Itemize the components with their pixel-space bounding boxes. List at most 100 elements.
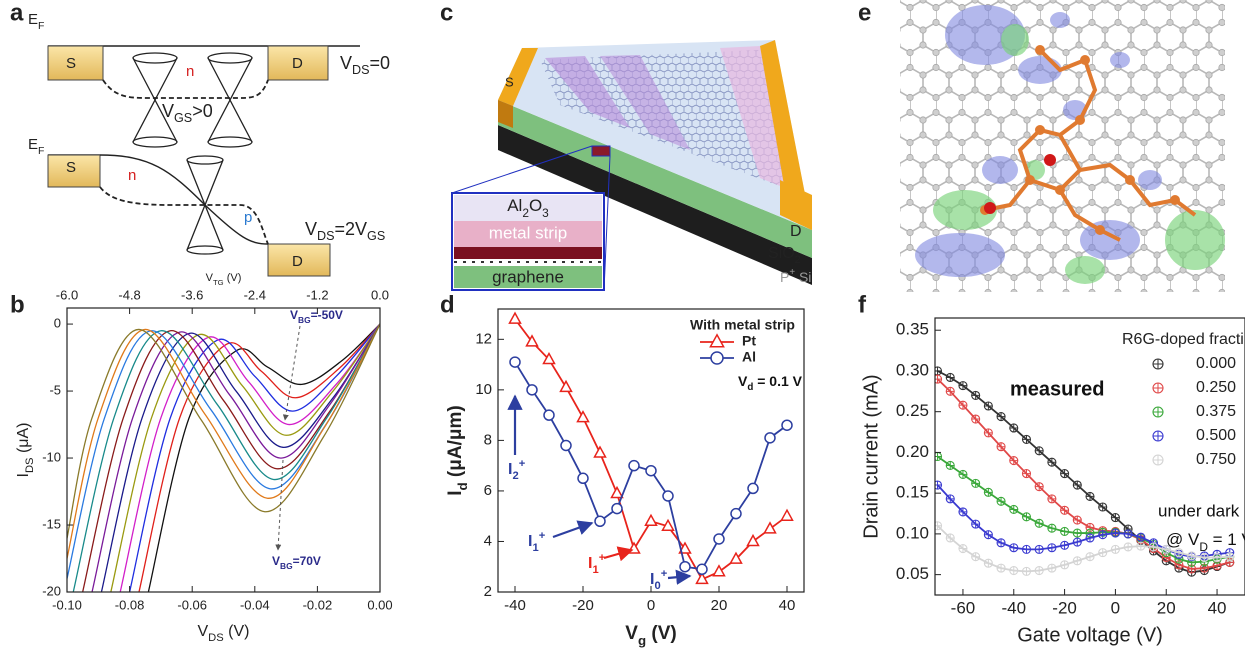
annotation: I1+ xyxy=(588,552,606,576)
data-point xyxy=(1175,549,1183,557)
data-point xyxy=(972,479,980,487)
legend-label: Al xyxy=(742,349,756,365)
x-tick-label: -0.02 xyxy=(303,597,333,612)
data-point xyxy=(680,562,690,572)
annotation: I2+ xyxy=(508,458,526,482)
data-point xyxy=(1111,545,1119,553)
text-part: DS xyxy=(208,632,224,644)
legend-marker xyxy=(1153,383,1163,393)
marker-shape xyxy=(714,534,724,544)
y-tick-label: 0 xyxy=(54,316,61,331)
x-tick-label: -60 xyxy=(951,598,976,617)
region-label: n xyxy=(128,167,136,184)
x2-tick-label: -4.8 xyxy=(118,287,140,302)
annotation: I1+ xyxy=(528,530,546,554)
data-point xyxy=(612,487,623,497)
marker-shape xyxy=(561,381,572,391)
data-point xyxy=(714,566,725,576)
marker-shape xyxy=(646,466,656,476)
text-part: V xyxy=(162,101,174,121)
text-part: BG xyxy=(280,561,293,571)
legend-title: R6G-doped fraction: xyxy=(1122,331,1245,348)
marker-shape xyxy=(561,440,571,450)
x-tick-label: -0.10 xyxy=(52,597,82,612)
text-part: E xyxy=(28,136,38,153)
x2-tick-label: -6.0 xyxy=(56,287,78,302)
text-part: =0 xyxy=(370,53,391,73)
data-point xyxy=(731,509,741,519)
x-tick-label: -0.06 xyxy=(177,597,207,612)
text-part: V xyxy=(198,623,209,640)
data-point xyxy=(765,523,776,533)
substrate-label: P+ Si xyxy=(780,267,811,285)
data-point xyxy=(1010,567,1018,575)
text-part: V xyxy=(340,53,352,73)
drain-label: D xyxy=(292,253,303,270)
data-point xyxy=(561,440,571,450)
annotation: measured xyxy=(1010,378,1105,400)
data-point xyxy=(510,313,521,323)
panel-label: c xyxy=(440,0,453,26)
data-point xyxy=(997,413,1005,421)
text-part: F xyxy=(38,20,44,32)
data-point xyxy=(1200,554,1208,562)
data-point xyxy=(1035,483,1043,491)
band-edge xyxy=(100,155,268,244)
oxygen-atom xyxy=(984,202,996,214)
data-point xyxy=(595,447,606,457)
data-point xyxy=(1061,527,1069,535)
inset-label: graphene xyxy=(492,267,564,286)
text-part: V xyxy=(290,308,298,322)
data-point xyxy=(646,515,657,525)
text-part: (μA/μm) xyxy=(445,405,466,482)
y-tick-label: 0.35 xyxy=(896,320,929,339)
data-point xyxy=(782,510,793,520)
data-point xyxy=(1010,424,1018,432)
data-point xyxy=(1035,447,1043,455)
text-part: =-50V xyxy=(311,308,343,322)
text-part: (V) xyxy=(224,272,242,284)
legend-label: 0.500 xyxy=(1196,427,1236,444)
text-part: + xyxy=(539,530,546,542)
text-part: O xyxy=(529,196,542,215)
x2-tick-label: -1.2 xyxy=(306,287,328,302)
text-part: 2 xyxy=(795,254,801,266)
y-axis-label: Drain current (mA) xyxy=(860,374,882,538)
y-tick-label: 2 xyxy=(484,583,492,600)
marker-shape xyxy=(714,566,725,576)
text-part: P xyxy=(780,269,789,285)
text-part: V xyxy=(305,219,317,239)
data-point xyxy=(1150,543,1158,551)
data-point xyxy=(1048,524,1056,532)
data-point xyxy=(959,470,967,478)
text-part: >0 xyxy=(192,101,213,121)
text-part: = 0.1 V xyxy=(753,373,802,389)
data-point xyxy=(946,534,954,542)
marker-shape xyxy=(765,523,776,533)
data-point xyxy=(1061,561,1069,569)
data-point xyxy=(510,357,520,367)
plot-frame xyxy=(498,309,804,592)
marker-shape xyxy=(629,461,639,471)
text-part: Al xyxy=(507,196,522,215)
data-point xyxy=(1086,492,1094,500)
marker-shape xyxy=(748,483,758,493)
data-point xyxy=(1099,503,1107,511)
data-point xyxy=(714,534,724,544)
marker-shape xyxy=(612,487,623,497)
x-axis-label: Vg (V) xyxy=(625,623,676,648)
text-part: = 1 V xyxy=(1208,530,1245,549)
data-point xyxy=(646,466,656,476)
data-point xyxy=(946,495,954,503)
device-schematic: Al2O3 metal strip graphene S D SiO2 P+ S… xyxy=(452,40,812,290)
text-part: 1 xyxy=(532,542,538,554)
x2-tick-label: -3.6 xyxy=(181,287,203,302)
marker-shape xyxy=(782,510,793,520)
text-part: (μA) xyxy=(15,423,32,458)
data-point xyxy=(972,415,980,423)
text-part: 2 xyxy=(512,470,518,482)
marker-shape xyxy=(663,491,673,501)
data-point xyxy=(972,391,980,399)
annotation-arrow xyxy=(604,550,632,558)
marker-shape xyxy=(711,352,723,364)
